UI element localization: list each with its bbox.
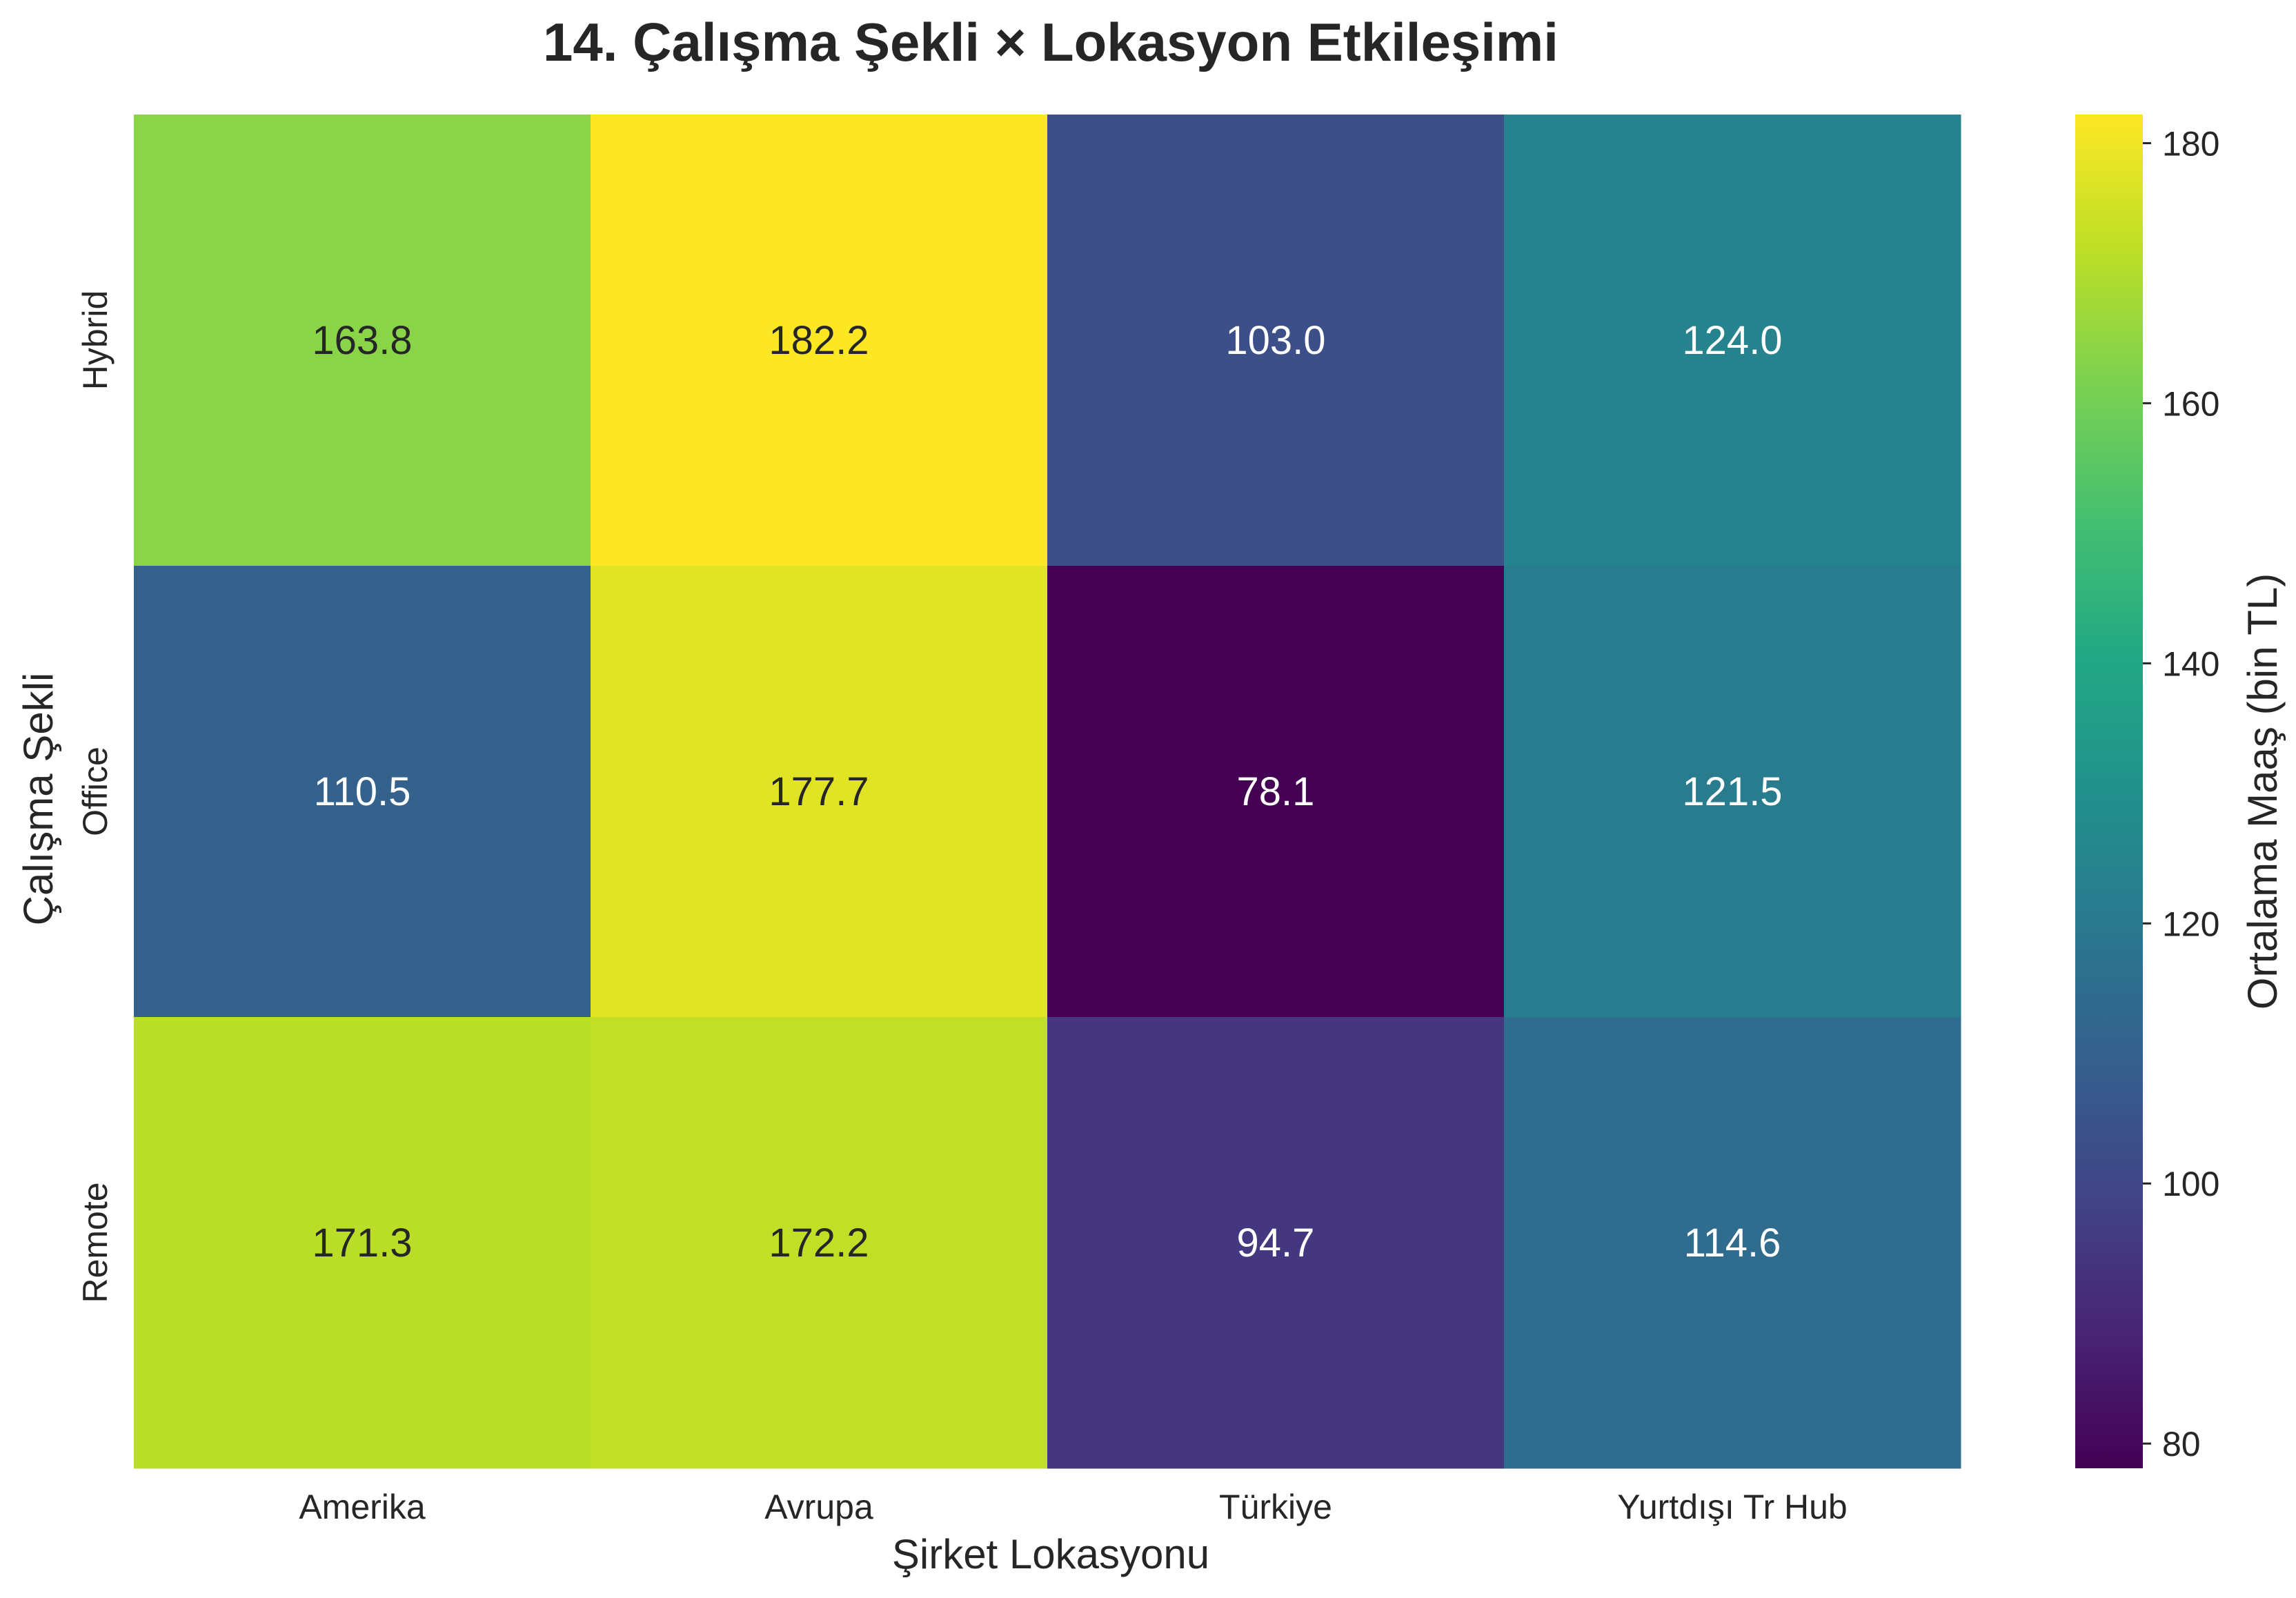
- y-tick-label: Hybrid: [76, 290, 115, 390]
- heatmap-cell: [134, 566, 591, 1018]
- heatmap-cell: [134, 115, 591, 566]
- heatmap-cell: [1504, 566, 1961, 1018]
- colorbar-tick-label: 100: [2162, 1165, 2219, 1203]
- y-tick-label: Office: [76, 747, 115, 836]
- heatmap-cell-label: 171.3: [312, 1221, 412, 1265]
- heatmap-cell-label: 177.7: [769, 769, 869, 814]
- heatmap-cell: [1504, 115, 1961, 566]
- colorbar-ticks: 80 100 120 140 160 180: [2143, 124, 2219, 1463]
- heatmap-cell-label: 121.5: [1682, 769, 1782, 814]
- heatmap-cell: [134, 1017, 591, 1469]
- colorbar-tick-label: 180: [2162, 124, 2219, 163]
- x-tick-label: Yurtdışı Tr Hub: [1617, 1488, 1847, 1526]
- heatmap-cell: [1504, 1017, 1961, 1469]
- heatmap-cell-label: 94.7: [1237, 1221, 1315, 1265]
- heatmap-cell-label: 172.2: [769, 1221, 869, 1265]
- heatmap-cell: [591, 115, 1048, 566]
- heatmap-cell: [591, 566, 1048, 1018]
- heatmap-cell-label: 110.5: [314, 769, 411, 814]
- colorbar-tick-label: 160: [2162, 384, 2219, 423]
- x-tick-label: Türkiye: [1219, 1488, 1332, 1526]
- heatmap-cell-label: 114.6: [1684, 1221, 1781, 1265]
- heatmap-cell-label: 103.0: [1225, 318, 1325, 363]
- heatmap-cells: [134, 115, 1961, 1469]
- heatmap-cell-label: 78.1: [1237, 769, 1315, 814]
- colorbar-tick-label: 140: [2162, 644, 2219, 683]
- chart-title: 14. Çalışma Şekli × Lokasyon Etkileşimi: [543, 12, 1558, 72]
- heatmap-cell-label: 124.0: [1682, 318, 1782, 363]
- x-axis-label: Şirket Lokasyonu: [892, 1531, 1209, 1577]
- colorbar-label: Ortalama Maaş (bin TL): [2239, 573, 2286, 1009]
- heatmap-cell-label: 163.8: [312, 318, 412, 363]
- x-tick-label: Amerika: [299, 1488, 426, 1526]
- colorbar: [2075, 115, 2143, 1468]
- colorbar-tick-label: 120: [2162, 905, 2219, 943]
- y-tick-label: Remote: [76, 1182, 115, 1303]
- heatmap-cell: [1047, 115, 1505, 566]
- heatmap-cell: [1047, 566, 1505, 1018]
- colorbar-tick-label: 80: [2162, 1425, 2201, 1463]
- heatmap-cell-labels: 163.8 182.2 103.0 124.0 110.5 177.7 78.1 121.5 1…: [312, 318, 1782, 1265]
- y-tick-labels: Hybrid Office Remote: [76, 290, 115, 1303]
- x-tick-label: Avrupa: [764, 1488, 873, 1526]
- x-tick-labels: Amerika Avrupa Türkiye Yurtdışı Tr Hub: [299, 1488, 1847, 1526]
- y-axis-label: Çalışma Şekli: [15, 673, 61, 926]
- heatmap-cell-label: 182.2: [769, 318, 869, 363]
- heatmap-cell: [1047, 1017, 1505, 1469]
- heatmap-cell: [591, 1017, 1048, 1469]
